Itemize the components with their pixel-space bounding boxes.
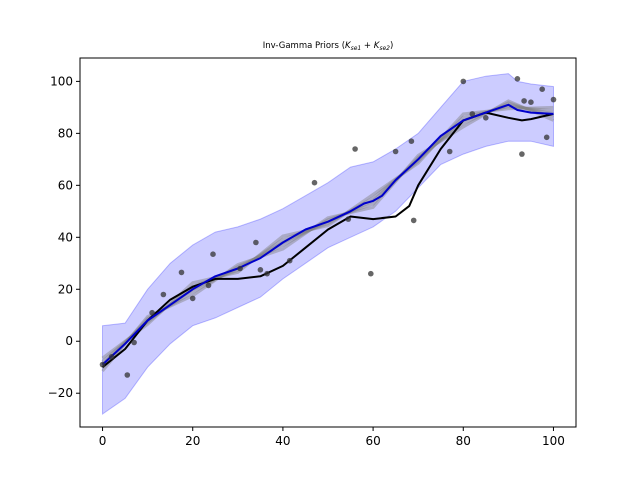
data-point-10 bbox=[210, 251, 216, 257]
data-point-11 bbox=[237, 265, 243, 272]
data-point-3 bbox=[124, 372, 131, 378]
data-point-4 bbox=[131, 339, 137, 346]
x-tick-label: 0 bbox=[99, 434, 107, 448]
data-point-31 bbox=[539, 86, 545, 92]
data-point-29 bbox=[521, 98, 527, 104]
title-math-sub1: se1 bbox=[351, 45, 362, 52]
title-math-open: ( bbox=[342, 41, 345, 51]
data-point-25 bbox=[469, 111, 476, 117]
title-math-plus: + bbox=[361, 41, 374, 51]
x-axis: 0 20 40 60 80 100 bbox=[99, 427, 565, 448]
x-tick-label: 20 bbox=[185, 434, 200, 448]
data-point-33 bbox=[550, 96, 557, 103]
title-math-k2: K bbox=[374, 41, 381, 51]
posterior-sample-line-2 bbox=[101, 101, 554, 369]
data-point-13 bbox=[257, 267, 264, 273]
data-point-24 bbox=[460, 78, 467, 85]
data-point-26 bbox=[483, 115, 489, 121]
data-point-7 bbox=[178, 269, 185, 276]
data-point-17 bbox=[345, 216, 352, 222]
data-point-20 bbox=[392, 148, 399, 155]
y-tick-label: 20 bbox=[58, 282, 73, 296]
y-tick-label: 60 bbox=[58, 178, 73, 192]
x-tick-label: 60 bbox=[365, 434, 380, 448]
x-tick-label: 40 bbox=[275, 434, 290, 448]
data-point-32 bbox=[543, 134, 550, 141]
y-axis: −20 0 20 40 60 80 100 bbox=[48, 74, 80, 400]
data-point-8 bbox=[189, 295, 196, 302]
y-tick-label: 80 bbox=[58, 126, 73, 140]
data-point-16 bbox=[311, 179, 318, 186]
true-function-line bbox=[101, 111, 554, 368]
data-point-28 bbox=[519, 151, 525, 157]
data-point-14 bbox=[264, 270, 270, 277]
x-tick-label: 100 bbox=[542, 434, 565, 448]
data-point-15 bbox=[286, 257, 293, 264]
y-tick-label: 0 bbox=[65, 334, 73, 348]
posterior-mean-line bbox=[101, 103, 554, 366]
data-point-6 bbox=[160, 291, 167, 298]
chart-title: Inv-Gamma Priors (Kse1 + Kse2) bbox=[263, 41, 394, 52]
axes-frame bbox=[79, 57, 577, 428]
series-lines-layer bbox=[101, 103, 554, 368]
confidence-band-layer bbox=[102, 73, 554, 415]
title-math-close: ) bbox=[390, 41, 393, 51]
y-tick-label: −20 bbox=[48, 386, 73, 400]
observed-points-layer bbox=[99, 76, 557, 378]
data-point-30 bbox=[528, 99, 534, 105]
data-point-12 bbox=[253, 239, 259, 246]
posterior-sample-line-1 bbox=[101, 99, 555, 373]
data-point-5 bbox=[149, 309, 155, 316]
data-point-22 bbox=[410, 217, 417, 224]
data-point-9 bbox=[205, 282, 212, 289]
x-tick-label: 80 bbox=[456, 434, 471, 448]
title-math-sub2: se2 bbox=[379, 45, 390, 52]
posterior-sample-line-4 bbox=[101, 105, 554, 363]
y-tick-label: 40 bbox=[58, 230, 73, 244]
plot-area bbox=[99, 73, 557, 415]
data-point-19 bbox=[368, 270, 374, 277]
data-point-21 bbox=[408, 138, 415, 144]
data-point-1 bbox=[99, 361, 106, 368]
data-point-23 bbox=[446, 148, 453, 155]
confidence-band bbox=[102, 73, 554, 415]
data-point-2 bbox=[108, 354, 115, 360]
chart-title-text: Inv-Gamma Priors bbox=[263, 41, 342, 51]
data-point-27 bbox=[514, 76, 521, 82]
title-math-k1: K bbox=[345, 41, 352, 51]
y-tick-label: 100 bbox=[50, 74, 73, 88]
posterior-sample-line-5 bbox=[101, 105, 554, 360]
data-point-18 bbox=[352, 146, 358, 152]
